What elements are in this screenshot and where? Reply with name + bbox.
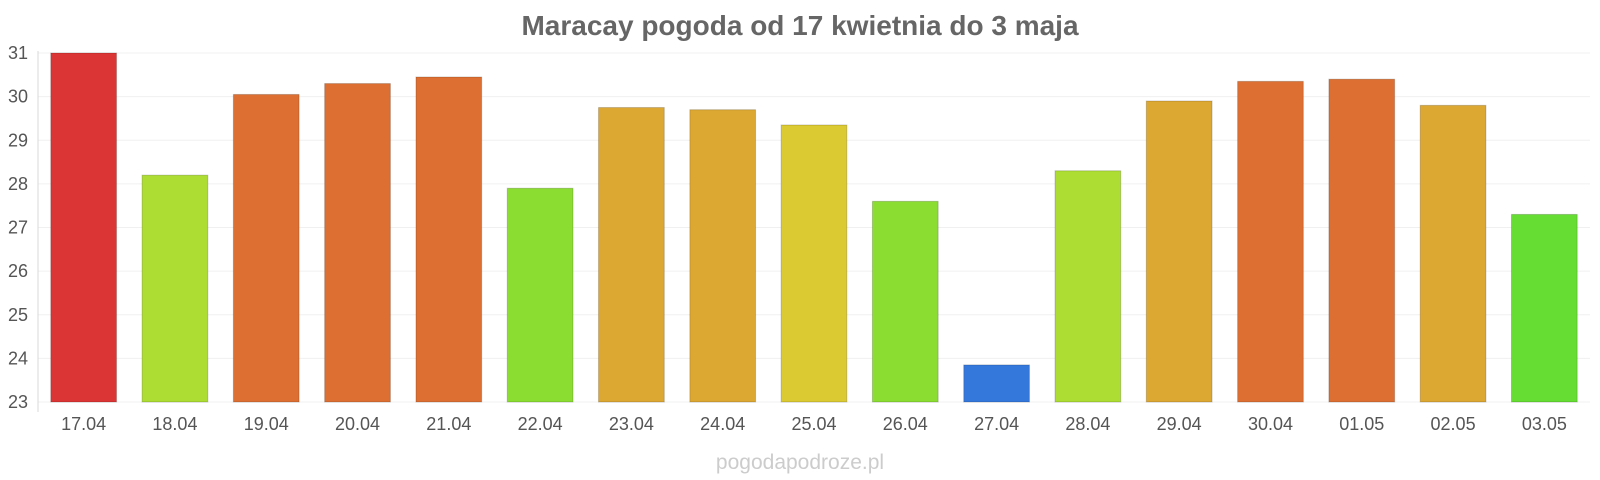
bar-03.05[interactable] xyxy=(1510,213,1578,403)
x-tick-label: 03.05 xyxy=(1522,414,1567,434)
y-tick-labels: 23 24 25 26 27 28 29 30 31 xyxy=(8,43,28,412)
y-tick-label: 24 xyxy=(8,348,28,368)
bar-23.04[interactable] xyxy=(598,107,665,403)
bar-24.04[interactable] xyxy=(689,109,757,403)
bar-02.05[interactable] xyxy=(1419,104,1487,403)
x-tick-label: 30.04 xyxy=(1248,414,1293,434)
x-tick-label: 19.04 xyxy=(244,414,289,434)
y-tick-label: 27 xyxy=(8,218,28,238)
y-tick-label: 25 xyxy=(8,305,28,325)
bar-30.04[interactable] xyxy=(1237,80,1304,403)
bar-21.04[interactable] xyxy=(415,76,483,403)
x-tick-labels: 17.04 18.04 19.04 20.04 21.04 22.04 23.04 24.04… xyxy=(61,414,1567,434)
bar-17.04[interactable] xyxy=(50,52,118,403)
bar-22.04[interactable] xyxy=(506,187,574,403)
bar-28.04[interactable] xyxy=(1054,170,1122,403)
x-tick-label: 02.05 xyxy=(1431,414,1476,434)
y-tick-label: 26 xyxy=(8,261,28,281)
x-tick-label: 22.04 xyxy=(518,414,563,434)
x-tick-label: 17.04 xyxy=(61,414,106,434)
x-tick-label: 18.04 xyxy=(152,414,197,434)
bar-18.04[interactable] xyxy=(141,174,209,403)
bar-01.05[interactable] xyxy=(1328,78,1396,403)
x-tick-label: 23.04 xyxy=(609,414,654,434)
y-tick-label: 29 xyxy=(8,130,28,150)
bar-19.04[interactable] xyxy=(232,93,300,403)
x-tick-label: 24.04 xyxy=(700,414,745,434)
bar-26.04[interactable] xyxy=(871,200,939,403)
y-tick-label: 30 xyxy=(8,87,28,107)
y-tick-label: 28 xyxy=(8,174,28,194)
x-tick-label: 27.04 xyxy=(974,414,1019,434)
y-tick-label: 31 xyxy=(8,43,28,63)
x-tick-label: 26.04 xyxy=(883,414,928,434)
watermark: pogodapodroze.pl xyxy=(715,451,885,474)
x-tick-label: 28.04 xyxy=(1065,414,1110,434)
x-tick-label: 25.04 xyxy=(791,414,836,434)
chart-title: Maracay pogoda od 17 kwietnia do 3 maja xyxy=(521,10,1079,41)
bar-25.04[interactable] xyxy=(780,124,848,403)
x-tick-label: 29.04 xyxy=(1157,414,1202,434)
x-tick-label: 01.05 xyxy=(1339,414,1384,434)
bar-29.04[interactable] xyxy=(1145,100,1213,403)
bars xyxy=(50,52,1578,403)
x-tick-label: 21.04 xyxy=(426,414,471,434)
bar-27.04[interactable] xyxy=(963,364,1030,403)
y-tick-label: 23 xyxy=(8,392,28,412)
x-tick-label: 20.04 xyxy=(335,414,380,434)
bar-20.04[interactable] xyxy=(324,83,391,403)
